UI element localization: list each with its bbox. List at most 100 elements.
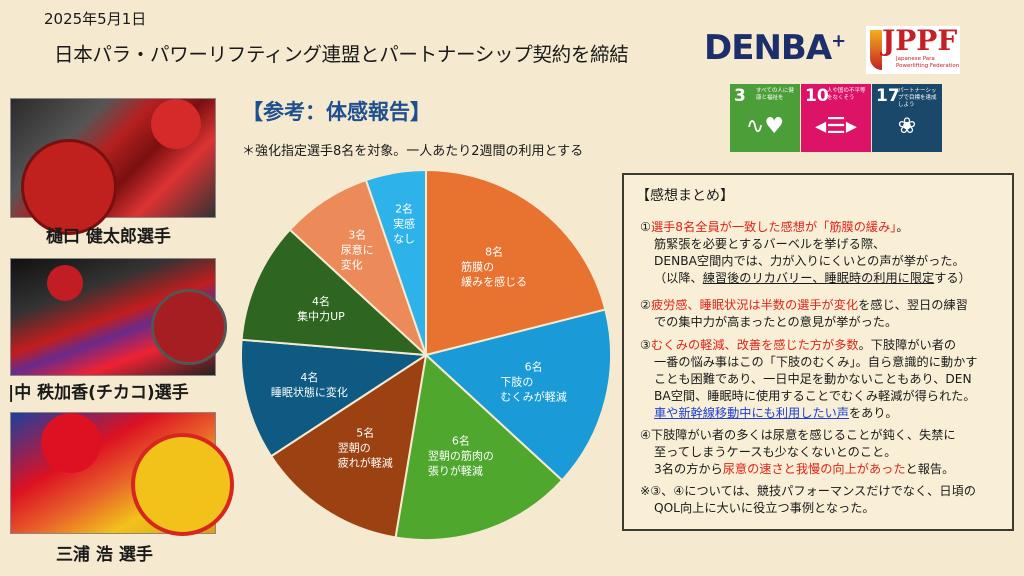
- pie-slice-label: 8名 筋膜の 緩みを感じる: [461, 245, 527, 290]
- pie-slice-label: 5名 翌朝の 疲れが軽減: [338, 425, 393, 470]
- summary-text: （以降、: [654, 271, 703, 285]
- athlete-photo-higuchi: [10, 98, 216, 235]
- summary-text: DENBA空間内では、力が入りにくいとの声が挙がった。: [654, 254, 965, 268]
- summary-line: 至ってしまうケースも少なくないとのこと。: [640, 444, 1010, 461]
- summary-text: する）: [934, 271, 971, 285]
- athlete-photo-miura: [10, 412, 234, 536]
- summary-text: 練習後のリカバリー、睡眠時の利用に限定: [702, 271, 935, 285]
- summary-paragraph: ②疲労感、睡眠状況は半数の選手が変化を感じ、翌日の練習 での集中力が高まったとの意…: [640, 297, 1010, 331]
- pie-slice-label: 2名 実感 なし: [393, 201, 415, 246]
- weight-plate: [131, 433, 234, 536]
- pie-slice: [269, 352, 428, 539]
- athlete-caption: 三浦 浩 選手: [56, 545, 153, 565]
- slice-count: 3名: [348, 228, 367, 242]
- sdg-text: すべての人に健康と福祉を: [756, 88, 794, 101]
- summary-text: 。下肢障がい者の: [858, 338, 957, 352]
- pie-slice: [423, 308, 612, 482]
- pie-slice: [240, 228, 429, 357]
- slice-count: 5名: [356, 426, 375, 440]
- summary-line: ことも困難であり、一日中足を動かないこともあり、DEN: [640, 371, 1010, 388]
- summary-line: （以降、練習後のリカバリー、睡眠時の利用に限定する）: [640, 270, 1010, 287]
- pie-slice: [288, 178, 427, 356]
- slice-label: 翌朝の 疲れが軽減: [337, 441, 393, 470]
- slice-label: 筋膜の 緩みを感じる: [461, 260, 528, 289]
- summary-text: をあり。: [849, 406, 898, 420]
- slice-count: 4名: [300, 370, 319, 384]
- summary-text: QOL向上に大いに役立つ事例となった。: [654, 501, 875, 515]
- slice-label: 尿意に 変化: [340, 243, 374, 272]
- sdg-3-badge: 3 すべての人に健康と福祉を ∿♥: [730, 84, 800, 152]
- jppf-logo-text: JPPF: [882, 24, 958, 57]
- denba-logo: DENBA+: [704, 28, 846, 68]
- slice-count: 8名: [485, 245, 504, 259]
- summary-text: 尿意の速さと我慢の向上があった: [722, 462, 906, 476]
- summary-line: ②疲労感、睡眠状況は半数の選手が変化を感じ、翌日の練習: [640, 297, 1010, 314]
- summary-text: での集中力が高まったとの意見が挙がった。: [654, 315, 898, 329]
- summary-box: 【感想まとめ】 ①選手8名全員が一致した感想が「筋膜の緩み」。 筋緊張を必要とする…: [622, 173, 1014, 531]
- slice-label: 翌朝の筋肉の 張りが軽減: [427, 449, 494, 478]
- date: 2025年5月1日: [44, 10, 147, 28]
- summary-line: QOL向上に大いに役立つ事例となった。: [640, 500, 1010, 517]
- summary-text: 車や新幹線移動中にも利用したい声: [654, 406, 849, 420]
- summary-text: を感じ、翌日の練習: [858, 298, 968, 312]
- slice-count: 6名: [451, 434, 470, 448]
- summary-text: ※③、④については、競技パフォーマンスだけでなく、日頃の: [640, 484, 976, 498]
- summary-title: 【感想まとめ】: [636, 188, 734, 204]
- pie-slice: [425, 168, 607, 357]
- slice-label: 下肢の むくみが軽減: [500, 375, 567, 404]
- pie-slice-label: 3名 尿意に 変化: [341, 227, 374, 272]
- pie-slice: [394, 353, 564, 541]
- sdg-number: 17: [876, 86, 900, 106]
- sdg-number: 10: [805, 86, 829, 106]
- summary-line: 3名の方から尿意の速さと我慢の向上があったと報告。: [640, 461, 1010, 478]
- summary-line: BA空間、睡眠時に使用することでむくみ軽減が得られた。: [640, 388, 1010, 405]
- athlete-photo-chikako: [10, 258, 227, 376]
- slice-count: 6名: [524, 360, 543, 374]
- summary-text: BA空間、睡眠時に使用することでむくみ軽減が得られた。: [654, 389, 976, 403]
- summary-text: ④下肢障がい者の多くは尿意を感じることが鈍く、失禁に: [640, 428, 956, 442]
- reference-note: ＊強化指定選手8名を対象。一人あたり2週間の利用とする: [242, 144, 584, 159]
- weight-plate: [151, 289, 227, 365]
- pie-slice: [364, 168, 427, 356]
- summary-text: 筋緊張を必要とするバーベルを挙げる際、: [654, 237, 886, 251]
- sdg-number: 3: [734, 86, 746, 106]
- summary-line: ※③、④については、競技パフォーマンスだけでなく、日頃の: [640, 483, 1010, 500]
- summary-text: と報告。: [905, 462, 955, 476]
- summary-paragraph: ④下肢障がい者の多くは尿意を感じることが鈍く、失禁に至ってしまうケースも少なくな…: [640, 427, 1010, 478]
- pie-slice: [240, 338, 429, 458]
- pie-slice-label: 6名 下肢の むくみが軽減: [500, 360, 566, 405]
- summary-line: での集中力が高まったとの意見が挙がった。: [640, 314, 1010, 331]
- pie-slice-label: 4名 睡眠状態に変化: [271, 370, 348, 400]
- heartbeat-icon: ∿♥: [745, 114, 785, 139]
- summary-text: むくみの軽減、改善を感じた方が多数: [650, 338, 859, 352]
- jppf-logo-subtext: Japanese Para Powerlifting Federation: [896, 56, 960, 69]
- summary-text: ③: [640, 338, 651, 352]
- weight-plate: [47, 265, 83, 301]
- athlete-caption: 樋口 健太郎選手: [46, 227, 171, 247]
- summary-text: 。: [896, 220, 909, 234]
- slice-count: 4名: [311, 294, 330, 308]
- slice-count: 2名: [395, 202, 414, 216]
- summary-line: 一番の悩み事はこの「下肢のむくみ」。自ら意識的に動かす: [640, 354, 1010, 371]
- jppf-swoosh-icon: [870, 30, 882, 70]
- summary-paragraph: ③むくみの軽減、改善を感じた方が多数。下肢障がい者の 一番の悩み事はこの「下肢のむ…: [640, 337, 1010, 422]
- summary-line: ①選手8名全員が一致した感想が「筋膜の緩み」。: [640, 219, 1010, 236]
- athlete-caption: |中 秩加香(チカコ)選手: [8, 383, 189, 403]
- weight-plate: [41, 413, 101, 473]
- summary-text: 一番の悩み事はこの「下肢のむくみ」。自ら意識的に動かす: [654, 355, 978, 369]
- denba-logo-text: DENBA: [704, 28, 832, 68]
- pie-slice-label: 4名 集中力UP: [297, 294, 345, 324]
- weight-plate: [151, 99, 201, 149]
- sdg-10-badge: 10 人や国の不平等をなくそう ◂☰▸: [801, 84, 871, 152]
- sdg-text: パートナーシップで目標を達成しよう: [898, 88, 937, 108]
- slice-label: 実感 なし: [393, 217, 416, 246]
- summary-text: ②: [640, 298, 651, 312]
- reference-title: 【参考：体感報告】: [242, 100, 431, 124]
- summary-paragraph: ①選手8名全員が一致した感想が「筋膜の緩み」。 筋緊張を必要とするバーベルを挙げる…: [640, 219, 1010, 287]
- summary-line: ④下肢障がい者の多くは尿意を感じることが鈍く、失禁に: [640, 427, 1010, 444]
- summary-paragraph: ※③、④については、競技パフォーマンスだけでなく、日頃の QOL向上に大いに役立つ…: [640, 483, 1010, 517]
- page-title: 日本パラ・パワーリフティング連盟とパートナーシップ契約を締結: [54, 43, 629, 66]
- summary-line: ③むくみの軽減、改善を感じた方が多数。下肢障がい者の: [640, 337, 1010, 354]
- summary-line: 筋緊張を必要とするバーベルを挙げる際、: [640, 236, 1010, 253]
